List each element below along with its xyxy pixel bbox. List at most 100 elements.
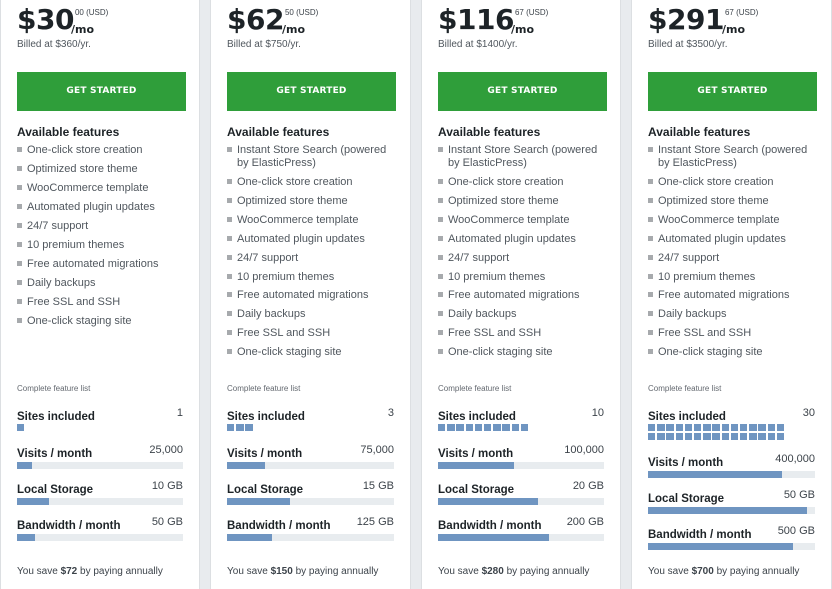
site-block [657, 424, 665, 431]
feature-item: Daily backups [227, 308, 394, 321]
site-block [666, 433, 674, 440]
feature-text: One-click store creation [448, 175, 564, 188]
billing-note: Billed at $1400/yr. [438, 39, 518, 50]
stat-bandwidth: Bandwidth / month 50 GB [17, 516, 183, 541]
billing-note: Billed at $360/yr. [17, 39, 91, 50]
storage-bar [17, 498, 183, 505]
site-block [749, 424, 757, 431]
stat-storage: Local Storage 15 GB [227, 480, 394, 505]
feature-item: Free automated migrations [227, 289, 394, 302]
feature-text: Daily backups [448, 308, 517, 321]
bullet-square-icon [227, 235, 232, 241]
feature-item: Automated plugin updates [17, 201, 183, 214]
bullet-square-icon [227, 292, 232, 298]
bandwidth-bar [648, 543, 815, 550]
complete-feature-list-link[interactable]: Complete feature list [438, 384, 512, 393]
feature-item: Free SSL and SSH [227, 327, 394, 340]
savings-prefix: You save [227, 566, 268, 577]
savings-amount: $280 [481, 566, 504, 577]
price: $29167 (USD) /mo [648, 3, 815, 37]
bullet-square-icon [648, 273, 653, 279]
savings-suffix: by paying annually [506, 566, 590, 577]
feature-item: 24/7 support [438, 252, 604, 265]
stat-value: 200 GB [566, 516, 604, 528]
feature-item: Free SSL and SSH [648, 327, 815, 340]
bullet-square-icon [648, 311, 653, 317]
stat-label: Bandwidth / month [227, 520, 331, 532]
bullet-square-icon [227, 254, 232, 260]
feature-text: Free SSL and SSH [27, 295, 121, 308]
stat-value: 75,000 [360, 444, 394, 456]
bullet-square-icon [648, 147, 653, 152]
feature-text: 10 premium themes [27, 238, 125, 251]
feature-text: Free automated migrations [658, 289, 790, 302]
price-currency: (USD) [736, 8, 759, 17]
feature-item: Optimized store theme [438, 195, 604, 208]
bullet-square-icon [648, 349, 653, 355]
billing-note: Billed at $3500/yr. [648, 39, 728, 50]
feature-item: 10 premium themes [648, 271, 815, 284]
feature-text: Daily backups [237, 308, 306, 321]
feature-text: Free SSL and SSH [237, 327, 331, 340]
savings-suffix: by paying annually [80, 566, 163, 577]
bandwidth-bar [17, 534, 183, 541]
price-period: /mo [71, 23, 95, 36]
feature-text: Automated plugin updates [658, 232, 786, 245]
stat-label: Bandwidth / month [17, 520, 121, 532]
site-block [227, 424, 235, 431]
bullet-square-icon [227, 147, 232, 152]
feature-item: Free automated migrations [438, 289, 604, 302]
bullet-square-icon [227, 216, 232, 222]
feature-item: WooCommerce template [438, 214, 604, 227]
feature-text: WooCommerce template [658, 213, 780, 226]
get-started-button[interactable]: GET STARTED [17, 72, 186, 111]
storage-bar-fill [438, 498, 538, 505]
stat-label: Visits / month [438, 448, 514, 460]
savings-suffix: by paying annually [716, 566, 800, 577]
complete-feature-list-link[interactable]: Complete feature list [227, 384, 301, 393]
feature-text: 24/7 support [237, 251, 299, 264]
stat-storage: Local Storage 10 GB [17, 480, 183, 505]
price-amount: $62 [227, 3, 284, 36]
stat-bandwidth: Bandwidth / month 200 GB [438, 516, 604, 541]
site-block [721, 424, 729, 431]
stat-label: Local Storage [438, 484, 515, 496]
stat-label: Visits / month [648, 457, 724, 469]
complete-feature-list-link[interactable]: Complete feature list [17, 384, 91, 393]
site-block [740, 433, 748, 440]
features-heading: Available features [648, 125, 751, 139]
site-block [675, 424, 683, 431]
get-started-button[interactable]: GET STARTED [227, 72, 396, 111]
feature-text: One-click staging site [27, 314, 132, 327]
site-block [758, 424, 766, 431]
site-block [703, 433, 711, 440]
site-block [684, 424, 693, 431]
site-block [703, 424, 711, 431]
price-period: /mo [722, 23, 746, 36]
site-block [511, 424, 519, 431]
feature-text: One-click staging site [448, 346, 553, 359]
price-currency: (USD) [296, 8, 319, 17]
bullet-square-icon [648, 178, 653, 184]
site-block [493, 424, 501, 431]
feature-item: Automated plugin updates [648, 233, 815, 246]
bandwidth-bar-fill [227, 534, 273, 541]
feature-item: One-click store creation [227, 176, 394, 189]
get-started-button[interactable]: GET STARTED [648, 72, 817, 111]
feature-item: One-click staging site [227, 346, 394, 359]
site-block [447, 424, 455, 431]
price-amount: $291 [648, 3, 724, 36]
get-started-button[interactable]: GET STARTED [438, 72, 607, 111]
price-amount: $116 [438, 3, 514, 36]
price-amount: $30 [17, 3, 74, 36]
stat-storage: Local Storage 20 GB [438, 480, 604, 505]
stat-value: 10 GB [151, 480, 183, 492]
site-block [456, 424, 464, 431]
feature-item: One-click staging site [17, 315, 183, 328]
feature-item: Instant Store Search (powered by Elastic… [648, 144, 815, 169]
features-heading: Available features [227, 125, 330, 139]
feature-text: Optimized store theme [237, 194, 348, 207]
feature-text: Free automated migrations [27, 257, 159, 270]
complete-feature-list-link[interactable]: Complete feature list [648, 384, 722, 393]
features-list: Instant Store Search (powered by Elastic… [227, 144, 394, 359]
